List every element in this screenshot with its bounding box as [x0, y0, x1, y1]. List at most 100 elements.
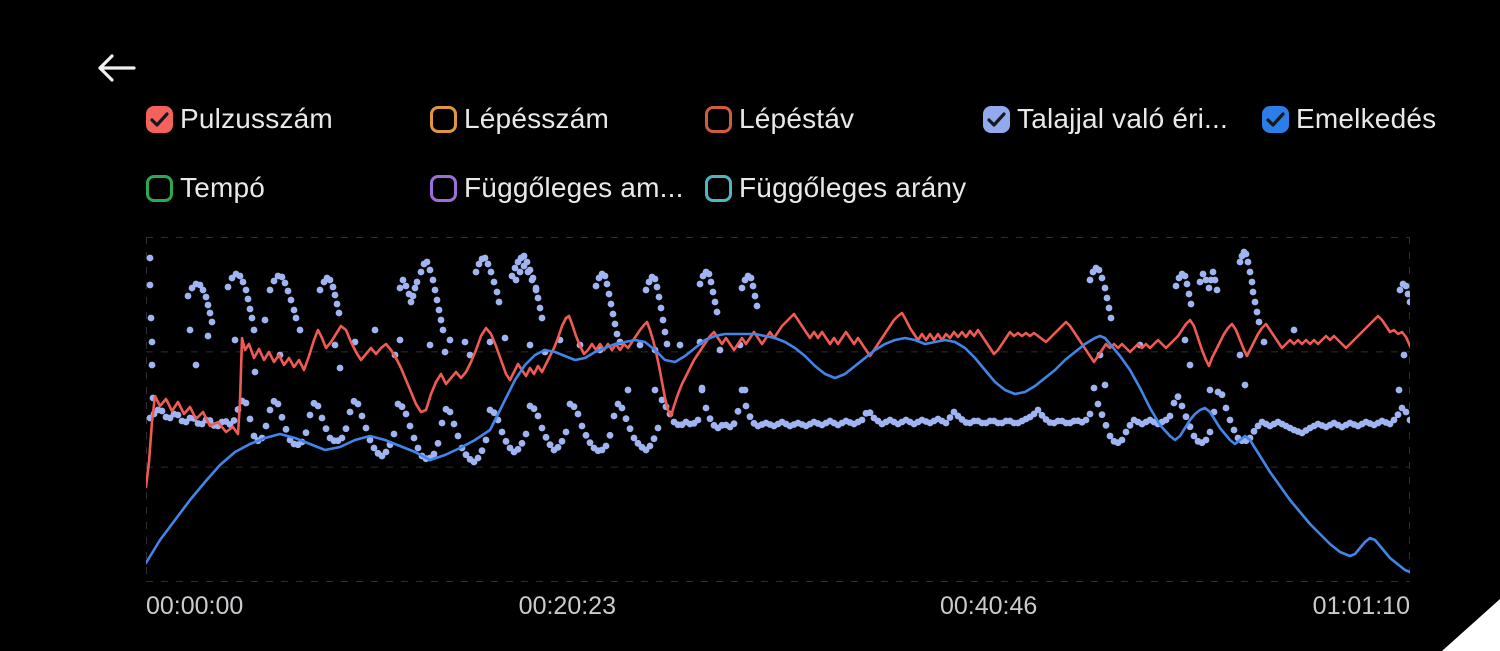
legend-item-label: Talajjal való éri... [1017, 103, 1228, 134]
checked-checkbox-icon [1262, 105, 1289, 133]
corner-resize-handle[interactable] [1442, 599, 1500, 651]
x-axis-tick-label: 00:40:46 [939, 592, 1038, 620]
ground-contact-dot [1034, 406, 1042, 414]
ground-contact-dot [250, 326, 258, 334]
legend-item-lepesszam[interactable]: Lépésszám [430, 102, 609, 136]
ground-contact-dot [1390, 416, 1398, 424]
unchecked-checkbox-icon [430, 174, 457, 202]
unchecked-checkbox-icon [705, 174, 732, 202]
ground-contact-dot [1400, 351, 1408, 359]
ground-contact-dot [278, 273, 286, 281]
ground-contact-dot [250, 432, 258, 440]
ground-contact-dot [331, 341, 339, 349]
ground-contact-dot [402, 410, 410, 418]
ground-contact-dot [1249, 288, 1257, 296]
legend-item-label: Emelkedés [1296, 103, 1437, 134]
ground-contact-dot [1290, 326, 1298, 334]
ground-contact-dot [741, 386, 749, 394]
ground-contact-dot [322, 425, 330, 433]
ground-contact-dot [705, 270, 713, 278]
ground-contact-dot [655, 293, 663, 301]
chart-plot-area[interactable] [144, 237, 1414, 582]
back-button[interactable] [94, 50, 138, 86]
ground-contact-dot [1211, 276, 1219, 284]
ground-contact-dot [1118, 436, 1126, 444]
ground-contact-dot [1105, 304, 1113, 312]
ground-contact-dot [696, 280, 704, 288]
ground-contact-dot [709, 288, 717, 296]
ground-contact-dot [532, 286, 540, 294]
ground-contact-dot [1098, 411, 1106, 419]
ground-contact-dot [1187, 300, 1195, 308]
ground-contact-dot [326, 276, 334, 284]
ground-contact-dot [206, 309, 214, 317]
ground-contact-dot [578, 422, 586, 430]
ground-contact-dot [1222, 404, 1230, 412]
legend-item-fuggoleges-arany[interactable]: Függőleges arány [705, 171, 966, 205]
checked-checkbox-icon [146, 105, 173, 133]
ground-contact-dot [1196, 278, 1204, 286]
ground-contact-dot [147, 314, 155, 322]
ground-contact-dot [246, 415, 254, 423]
ground-contact-dot [231, 336, 239, 344]
legend-item-talajjal-valo-erintkezes[interactable]: Talajjal való éri... [983, 102, 1228, 136]
ground-contact-dot [429, 276, 437, 284]
ground-contact-dot [292, 314, 300, 322]
ground-contact-dot [1101, 381, 1109, 389]
ground-contact-dot [1206, 386, 1214, 394]
ground-contact-dot [358, 412, 366, 420]
ground-contact-dot [646, 442, 654, 450]
legend-item-label: Lépéstáv [739, 103, 855, 134]
ground-contact-dot [287, 296, 295, 304]
ground-contact-dot [433, 296, 441, 304]
ground-contact-dot [654, 424, 662, 432]
legend-item-fuggoleges-amplitudo[interactable]: Függőleges am... [430, 171, 684, 205]
ground-contact-dot [446, 408, 454, 416]
ground-contact-dot [495, 298, 503, 306]
ground-contact-dot [734, 407, 742, 415]
ground-contact-dot [542, 433, 550, 441]
legend-item-label: Függőleges arány [739, 172, 967, 203]
ground-contact-dot [396, 336, 404, 344]
ground-contact-dot [707, 278, 715, 286]
ground-contact-dot [1090, 384, 1098, 392]
legend-item-lepestav[interactable]: Lépéstáv [705, 102, 854, 136]
legend-item-pulzusszam[interactable]: Pulzusszám [146, 102, 333, 136]
legend-item-tempo[interactable]: Tempó [146, 171, 265, 205]
ground-contact-dot [1251, 298, 1259, 306]
ground-contact-dot [742, 402, 750, 410]
ground-contact-dot [1248, 278, 1256, 286]
ground-contact-dot [1181, 336, 1189, 344]
ground-contact-dot [318, 414, 326, 422]
ground-contact-dot [1086, 276, 1094, 284]
ground-contact-dot [1260, 338, 1268, 346]
ground-contact-dot [601, 272, 609, 280]
ground-contact-dot [248, 314, 256, 322]
ground-contact-dot [942, 419, 950, 427]
ground-contact-dot [650, 435, 658, 443]
ground-contact-dot [202, 293, 210, 301]
legend-item-emelkedes[interactable]: Emelkedés [1262, 102, 1436, 136]
ground-contact-dot [282, 425, 290, 433]
ground-contact-dot [613, 330, 621, 338]
ground-contact-dot [1183, 280, 1191, 288]
ground-contact-dot [396, 284, 404, 292]
legend-item-label: Pulzusszám [180, 103, 333, 134]
ground-contact-dot [1396, 286, 1404, 294]
ground-contact-dot [534, 294, 542, 302]
checked-checkbox-icon [983, 105, 1010, 133]
ground-contact-dot [676, 341, 684, 349]
ground-contact-dot [558, 437, 566, 445]
ground-contact-dot [1402, 408, 1410, 416]
ground-contact-dot [493, 288, 501, 296]
ground-contact-dot [753, 302, 761, 310]
ground-contact-dot [314, 402, 322, 410]
ground-contact-dot [236, 272, 244, 280]
ground-contact-dot [651, 275, 659, 283]
ground-contact-dot [520, 252, 528, 260]
ground-contact-dot [371, 326, 379, 334]
ground-contact-dot [284, 287, 292, 295]
ground-contact-dot [738, 284, 746, 292]
ground-contact-dot [1086, 410, 1094, 418]
ground-contact-dot [431, 286, 439, 294]
